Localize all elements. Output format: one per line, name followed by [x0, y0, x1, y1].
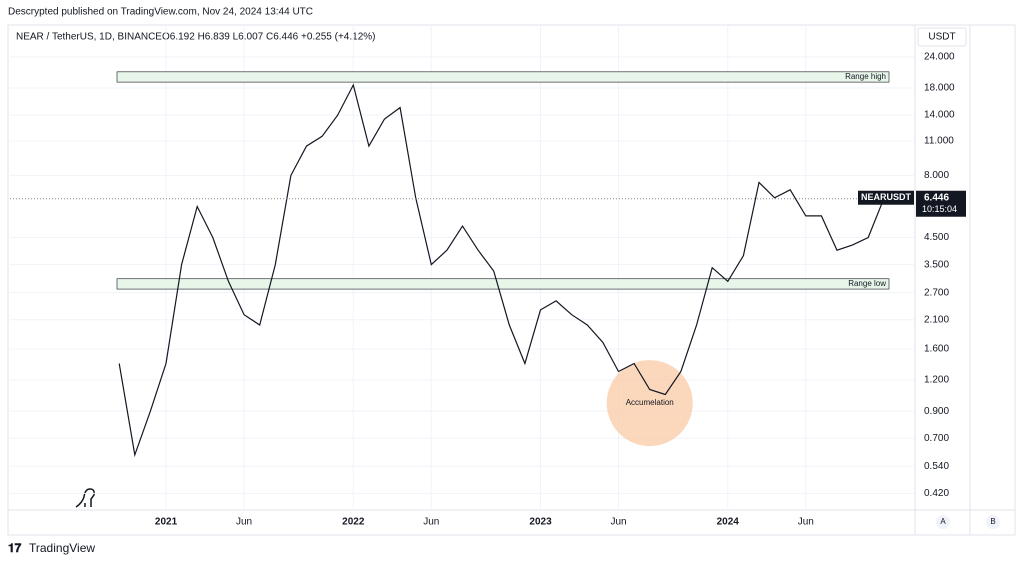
scale-button[interactable] — [936, 515, 950, 529]
x-tick-label: 2021 — [155, 517, 178, 528]
price-tag — [858, 190, 914, 205]
y-tick-label: 0.420 — [924, 488, 949, 499]
x-tick-label: Jun — [236, 517, 252, 528]
price-line — [118, 83, 885, 458]
header: Descrypted published on TradingView.com,… — [8, 7, 313, 18]
currency[interactable]: USDT — [928, 32, 955, 43]
price-label: 6.446 — [924, 192, 949, 203]
y-tick-label: 2.700 — [924, 287, 949, 298]
zone-label: Range high — [845, 72, 886, 81]
ohlc: O6.192 H6.839 L6.007 C6.446 +0.255 (+4.1… — [162, 32, 376, 43]
y-tick-label: 14.000 — [924, 110, 955, 121]
dino-icon — [75, 488, 95, 508]
y-tick-label: 1.200 — [924, 375, 949, 386]
logo-mark: 𝟏𝟕 — [8, 541, 22, 555]
annotation-circle — [606, 360, 693, 447]
y-tick-label: 3.500 — [924, 259, 949, 270]
scale-button[interactable] — [986, 515, 1000, 529]
frame — [7, 24, 1016, 536]
y-tick-label: 2.100 — [924, 314, 949, 325]
x-tick-label: 2024 — [717, 517, 740, 528]
y-tick-label: 0.900 — [924, 406, 949, 417]
price-label-box — [916, 190, 966, 217]
zone — [116, 71, 890, 83]
y-tick-label: 18.000 — [924, 83, 955, 94]
zone-label: Range low — [848, 279, 886, 288]
countdown: 10:15:04 — [922, 204, 957, 214]
x-tick-label: Jun — [423, 517, 439, 528]
x-tick-label: 2023 — [529, 517, 552, 528]
y-tick-label: 24.000 — [924, 52, 955, 63]
x-tick-label: 2022 — [342, 517, 365, 528]
y-tick-label: 0.700 — [924, 433, 949, 444]
x-tick-label: Jun — [610, 517, 626, 528]
scale-button-label[interactable]: B — [990, 517, 995, 526]
y-tick-label: 4.500 — [924, 232, 949, 243]
y-tick-label: 0.540 — [924, 461, 949, 472]
currency-box[interactable] — [917, 27, 967, 47]
scale-button-label[interactable]: A — [940, 517, 946, 526]
y-tick-label: 1.600 — [924, 344, 949, 355]
symbol: NEAR / TetherUS, 1D, BINANCE — [16, 32, 162, 43]
y-tick-label: 8.000 — [924, 170, 949, 181]
y-tick-label: 11.000 — [924, 136, 954, 147]
price-tag-name: NEARUSDT — [861, 192, 912, 202]
footer: TradingView — [29, 541, 95, 555]
x-tick-label: Jun — [798, 517, 814, 528]
zone — [116, 278, 890, 290]
annotation-label: Accumelation — [626, 398, 674, 407]
